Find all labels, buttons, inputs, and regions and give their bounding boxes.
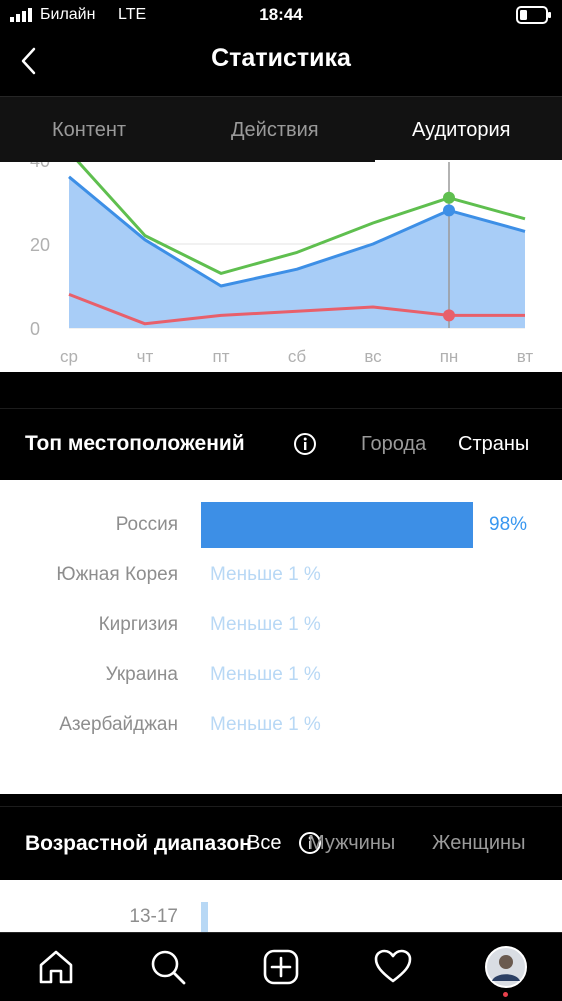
locations-title: Топ местоположений <box>25 432 245 455</box>
x-tick-label: ср <box>60 347 78 366</box>
tab-actions[interactable]: Действия <box>231 119 319 141</box>
y-tick-label: 0 <box>30 319 40 339</box>
age-title: Возрастной диапазон <box>25 832 252 855</box>
info-icon[interactable] <box>298 831 322 855</box>
stats-tabs: Контент Действия Аудитория <box>0 96 562 163</box>
selected-point <box>443 191 455 204</box>
filter-women[interactable]: Женщины <box>432 832 526 854</box>
info-icon[interactable] <box>293 432 317 456</box>
heart-icon[interactable] <box>373 947 413 987</box>
share-bar <box>201 502 474 548</box>
chart-canvas: 40 20 0 ср чт пт сб вс пн вт <box>30 150 534 366</box>
status-bar: Билайн LTE 18:44 <box>0 0 562 32</box>
y-tick-label: 20 <box>30 235 50 255</box>
x-tick-label: сб <box>288 347 307 366</box>
tab-audience[interactable]: Аудитория <box>412 119 511 141</box>
share-value: Меньше 1 % <box>210 614 321 635</box>
followers-chart: 40 20 0 ср чт пт сб вс пн вт <box>0 150 562 372</box>
age-range-label: 13-17 <box>129 906 178 927</box>
network-type: LTE <box>118 6 147 23</box>
locations-list: Россия 98% Южная Корея Меньше 1 % Киргиз… <box>0 480 562 794</box>
clock: 18:44 <box>259 5 303 24</box>
notification-dot <box>503 992 508 997</box>
filter-all[interactable]: Все <box>247 832 282 854</box>
age-list: 13-17 <box>0 880 562 932</box>
bottom-navigation <box>0 932 562 1001</box>
selected-point <box>443 204 455 217</box>
back-icon[interactable] <box>18 46 40 76</box>
tab-content[interactable]: Контент <box>52 119 127 141</box>
age-bar <box>201 902 208 932</box>
selected-point <box>443 309 455 322</box>
locations-header: Топ местоположений Города Страны <box>0 372 562 481</box>
carrier-name: Билайн <box>40 6 96 23</box>
filter-men[interactable]: Мужчины <box>308 832 396 854</box>
country-name: Южная Корея <box>56 564 178 585</box>
share-value: 98% <box>489 514 528 535</box>
x-tick-label: пн <box>440 347 459 366</box>
age-header: Возрастной диапазон Все Мужчины Женщины <box>0 794 562 880</box>
x-tick-label: вт <box>517 347 534 366</box>
filter-countries[interactable]: Страны <box>458 433 530 455</box>
share-value: Меньше 1 % <box>210 664 321 685</box>
x-tick-label: пт <box>213 347 230 366</box>
add-post-icon[interactable] <box>261 947 301 987</box>
page-title: Статистика <box>211 44 351 72</box>
country-name: Азербайджан <box>59 714 178 735</box>
y-tick-label: 40 <box>30 162 50 171</box>
x-tick-label: вс <box>364 347 382 366</box>
filter-cities[interactable]: Города <box>361 433 427 455</box>
signal-icon <box>10 8 32 22</box>
country-name: Украина <box>105 664 178 685</box>
search-icon[interactable] <box>148 947 188 987</box>
share-value: Меньше 1 % <box>210 564 321 585</box>
area-fill <box>69 176 525 328</box>
profile-avatar[interactable] <box>484 945 528 989</box>
battery-icon <box>516 6 551 24</box>
home-icon[interactable] <box>36 947 76 987</box>
country-name: Киргизия <box>98 614 178 635</box>
share-value: Меньше 1 % <box>210 714 321 735</box>
x-tick-label: чт <box>137 347 154 366</box>
active-tab-indicator <box>375 160 562 162</box>
country-name: Россия <box>115 514 178 535</box>
